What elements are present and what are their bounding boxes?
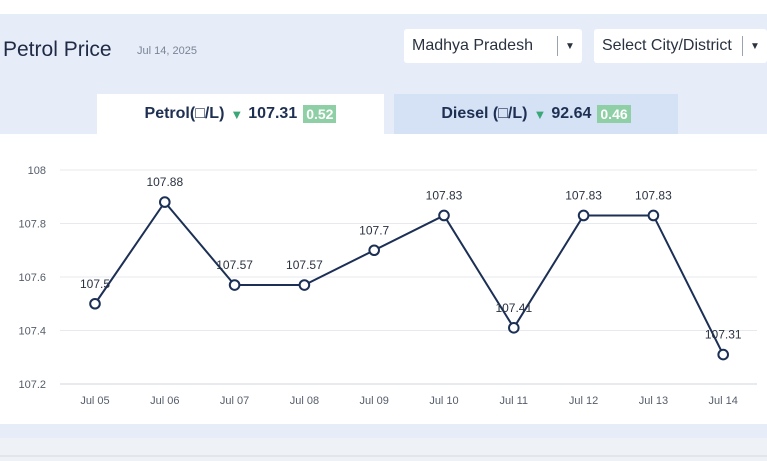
x-tick-label: Jul 11 xyxy=(500,395,529,407)
tab-diesel-price: 92.64 xyxy=(551,105,592,122)
tab-petrol-label: Petrol(□/L) xyxy=(144,105,225,122)
y-tick-label: 107.4 xyxy=(18,326,46,338)
x-tick-label: Jul 14 xyxy=(709,395,738,407)
data-point[interactable] xyxy=(89,297,101,310)
data-label: 107.83 xyxy=(565,188,602,202)
x-tick-label: Jul 05 xyxy=(80,395,109,407)
trend-down-icon: ▼ xyxy=(230,106,244,122)
state-select-value: Madhya Pradesh xyxy=(412,37,533,54)
data-point[interactable] xyxy=(159,196,171,208)
data-label: 107.57 xyxy=(286,258,323,272)
data-point[interactable] xyxy=(298,279,311,291)
top-strip xyxy=(0,0,767,14)
data-point[interactable] xyxy=(228,279,241,291)
x-tick-label: Jul 10 xyxy=(429,395,458,407)
x-tick-label: Jul 12 xyxy=(569,395,598,407)
y-tick-label: 107.2 xyxy=(18,379,46,391)
tab-petrol[interactable]: Petrol(□/L) ▼ 107.31 0.52 xyxy=(97,94,384,134)
price-date: Jul 14, 2025 xyxy=(137,45,197,57)
data-point[interactable] xyxy=(438,209,450,222)
tab-petrol-price: 107.31 xyxy=(248,105,298,122)
divider xyxy=(0,455,767,457)
footer-strip xyxy=(0,438,767,461)
tab-diesel-label: Diesel (□/L) xyxy=(441,105,528,122)
chevron-down-icon[interactable]: ▼ xyxy=(565,40,575,52)
data-label: 107.83 xyxy=(426,188,463,202)
city-select-placeholder: Select City/District xyxy=(602,37,732,54)
price-chart-area: 107.2 107.4 107.6 107.8 108 Jul 05 Jul 06 Jul 0… xyxy=(0,134,767,424)
change-badge: 0.46 xyxy=(597,105,631,123)
chevron-down-icon[interactable]: ▼ xyxy=(750,40,760,52)
data-label: 107.57 xyxy=(216,258,253,272)
price-line-chart: 107.2 107.4 107.6 107.8 108 Jul 05 Jul 06 Jul 0… xyxy=(18,165,757,407)
data-label: 107.83 xyxy=(635,188,672,202)
x-tick-label: Jul 08 xyxy=(290,395,319,407)
data-point[interactable] xyxy=(577,209,590,222)
x-tick-label: Jul 09 xyxy=(360,395,389,407)
series-line xyxy=(94,200,725,356)
state-select[interactable]: Madhya Pradesh ▼ xyxy=(404,29,582,63)
data-label: 107.88 xyxy=(146,175,183,189)
data-label: 107.41 xyxy=(495,301,532,315)
trend-down-icon: ▼ xyxy=(533,106,547,122)
data-label: 107.5 xyxy=(80,277,110,291)
y-tick-label: 107.6 xyxy=(18,272,46,284)
y-tick-label: 108 xyxy=(28,165,46,177)
x-tick-label: Jul 06 xyxy=(150,395,179,407)
x-tick-label: Jul 07 xyxy=(220,395,249,407)
select-separator xyxy=(557,36,558,56)
y-tick-label: 107.8 xyxy=(18,219,46,231)
change-badge: 0.52 xyxy=(303,105,337,123)
page-title: Petrol Price xyxy=(3,38,112,61)
data-label: 107.31 xyxy=(705,328,742,342)
data-point[interactable] xyxy=(647,209,660,222)
city-select[interactable]: Select City/District ▼ xyxy=(594,29,767,63)
data-point[interactable] xyxy=(368,244,381,257)
tab-diesel[interactable]: Diesel (□/L) ▼ 92.64 0.46 xyxy=(394,94,678,134)
x-tick-label: Jul 13 xyxy=(639,395,668,407)
data-label: 107.7 xyxy=(359,223,389,237)
select-separator xyxy=(742,36,743,56)
data-point[interactable] xyxy=(508,322,520,334)
data-point[interactable] xyxy=(717,348,730,361)
